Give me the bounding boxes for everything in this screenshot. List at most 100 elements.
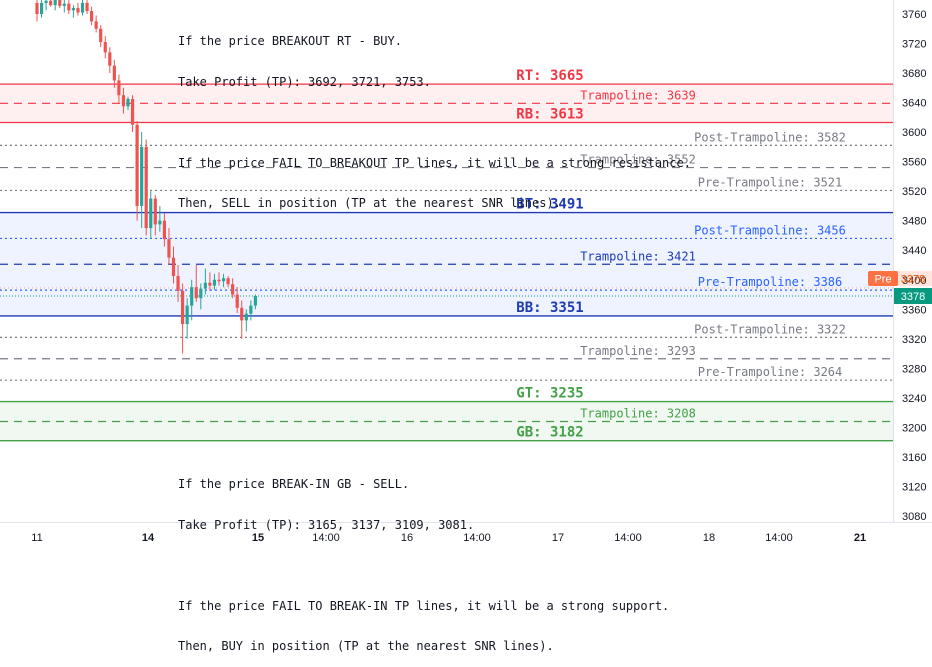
candle-body <box>144 146 148 229</box>
y-tick-label: 3400 <box>902 275 926 287</box>
candle-body <box>231 284 235 295</box>
candle-body <box>135 124 139 206</box>
bottom-note-line: Take Profit (TP): 3165, 3137, 3109, 3081… <box>178 517 475 532</box>
x-tick-label: 21 <box>854 532 866 544</box>
candle-body <box>235 294 239 308</box>
level-label: Trampoline: 3421 <box>580 249 696 263</box>
level-label: Pre-Trampoline: 3386 <box>698 275 843 289</box>
candle-body <box>176 276 180 291</box>
x-tick-label: 14 <box>142 532 155 544</box>
y-tick-label: 3360 <box>902 304 926 316</box>
bottom-annotation: If the price BREAK-IN GB - SELL. Take Pr… <box>178 451 669 667</box>
x-tick-label: 14:00 <box>312 532 340 544</box>
candle-body <box>226 278 230 285</box>
pre-price-value: 3378 <box>901 274 925 286</box>
level-label: GT: 3235 <box>516 386 583 402</box>
y-tick-label: 3480 <box>902 216 926 228</box>
candle-body <box>171 257 176 277</box>
top-note-line: If the price FAIL TO BREAKOUT TP lines, … <box>178 155 691 170</box>
candle-body <box>240 307 244 321</box>
y-tick-label: 3280 <box>902 363 926 375</box>
candle-body <box>94 21 98 29</box>
top-note-line: Then, SELL in position (TP at the neares… <box>178 196 561 210</box>
candle-body <box>185 305 189 325</box>
pre-badge-label: Pre <box>874 274 891 286</box>
level-label: Trampoline: 3293 <box>580 344 696 358</box>
y-tick-label: 3240 <box>902 393 926 405</box>
level-label: RT: 3665 <box>516 68 583 84</box>
candle-body <box>44 0 48 3</box>
current-price-value: 3378 <box>901 291 925 303</box>
candle-body <box>208 282 212 286</box>
candle-body <box>181 290 185 325</box>
top-annotation: If the price BREAKOUT RT - BUY. Take Pro… <box>178 8 691 224</box>
level-label: Post-Trampoline: 3456 <box>694 223 846 237</box>
candle-body <box>76 8 80 13</box>
candle-body <box>203 282 207 289</box>
candle-body <box>67 3 71 11</box>
candle-body <box>62 3 66 6</box>
level-label: Trampoline: 3552 <box>580 153 696 167</box>
x-tick-label: 16 <box>401 532 413 544</box>
candle-body <box>90 11 94 22</box>
candle-body <box>221 278 226 282</box>
level-label: Trampoline: 3639 <box>580 88 696 102</box>
candle-body <box>121 95 126 107</box>
level-label: RB: 3613 <box>516 107 583 123</box>
x-tick-label: 15 <box>252 532 264 544</box>
level-label: Trampoline: 3208 <box>580 407 696 421</box>
current-price-tag <box>894 288 932 305</box>
candle-body <box>39 2 44 14</box>
candle-body <box>153 198 157 225</box>
candle-body <box>99 28 103 43</box>
y-tick-label: 3440 <box>902 245 926 257</box>
candle-body <box>190 287 194 306</box>
top-note-line <box>178 116 691 130</box>
x-tick-label: 14:00 <box>765 532 793 544</box>
candle-body <box>217 279 221 282</box>
candle-body <box>85 2 89 12</box>
level-label: Post-Trampoline: 3582 <box>694 130 846 144</box>
candle-body <box>71 8 75 11</box>
y-tick-label: 3600 <box>902 127 926 139</box>
pre-badge <box>868 271 898 287</box>
bottom-note-line: If the price FAIL TO BREAK-IN TP lines, … <box>178 598 670 613</box>
candle-body <box>194 287 198 299</box>
candle-body <box>167 239 171 258</box>
candle-body <box>58 0 62 6</box>
candle-body <box>162 220 166 240</box>
candle-body <box>249 305 253 314</box>
level-label: Post-Trampoline: 3322 <box>694 322 846 336</box>
candle-body <box>130 98 135 125</box>
candle-body <box>158 220 162 225</box>
top-note-line: Take Profit (TP): 3692, 3721, 3753. <box>178 74 431 89</box>
y-tick-label: 3560 <box>902 157 926 169</box>
candle-body <box>244 313 248 321</box>
candle-body <box>103 42 107 53</box>
y-tick-label: 3200 <box>902 422 926 434</box>
level-label: BB: 3351 <box>516 300 583 316</box>
candle-body <box>53 0 57 6</box>
candle-body <box>253 296 257 306</box>
level-label: Pre-Trampoline: 3264 <box>698 365 843 379</box>
price-chart[interactable]: RT: 3665 Trampoline: 3639 RB: 3613 Post-Tra… <box>0 0 932 550</box>
candle-body <box>49 0 53 6</box>
top-note-line: If the price BREAKOUT RT - BUY. <box>178 34 402 48</box>
candle-body <box>117 80 121 96</box>
y-tick-label: 3760 <box>902 9 926 21</box>
candle-body <box>35 2 39 14</box>
y-tick-label: 3120 <box>902 481 926 493</box>
y-tick-label: 3520 <box>902 186 926 198</box>
candle-body <box>199 288 203 299</box>
candle-body <box>140 146 144 206</box>
y-tick-label: 3680 <box>902 68 926 80</box>
candle-body <box>149 198 153 229</box>
pre-price-tag <box>894 271 932 287</box>
x-tick-label: 18 <box>703 532 715 544</box>
x-tick-label: 11 <box>31 532 42 544</box>
bottom-note-line: Then, BUY in position (TP at the nearest… <box>178 639 554 653</box>
y-tick-label: 3640 <box>902 98 926 110</box>
candle-body <box>108 52 112 66</box>
candle-body <box>212 279 217 286</box>
x-tick-label: 14:00 <box>463 532 491 544</box>
